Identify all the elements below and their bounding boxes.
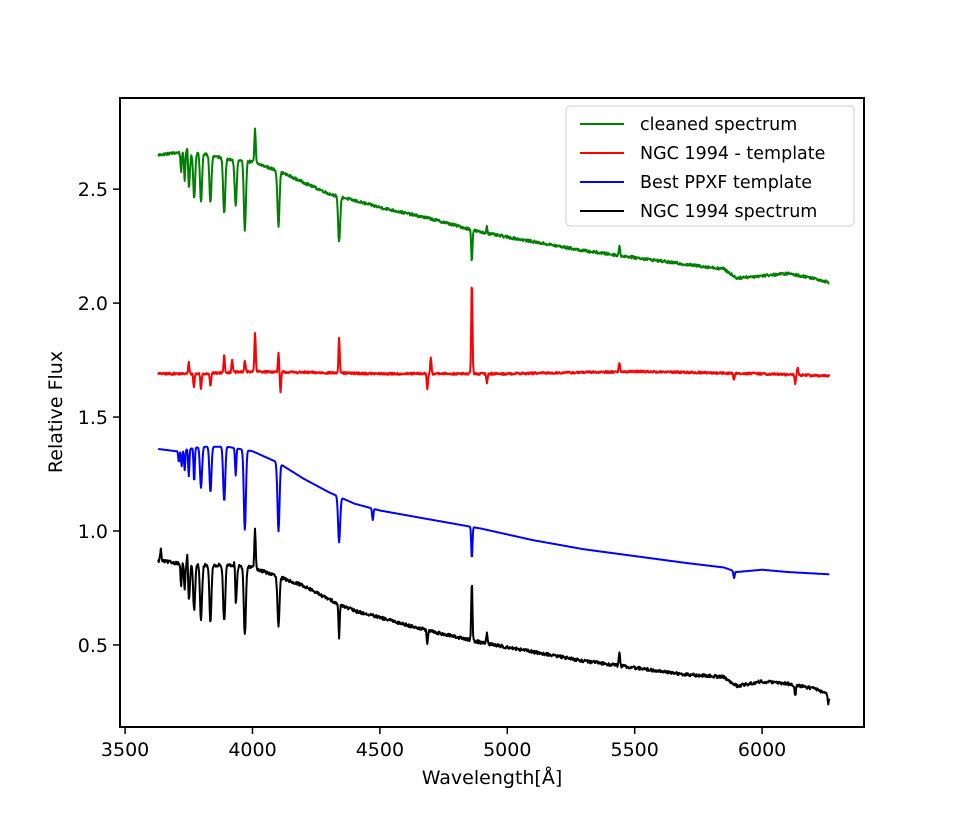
series-line-2 (157, 286, 831, 394)
series-line-1 (157, 127, 830, 285)
x-tick-label: 4000 (228, 739, 276, 761)
legend-entry: NGC 1994 - template (640, 144, 825, 164)
x-tick-label: 6000 (738, 739, 786, 761)
y-tick-label: 2.0 (78, 293, 108, 315)
legend-entry: Best PPXF template (640, 173, 812, 193)
y-axis-ticks: 0.5 1.0 1.5 2.0 2.5 (78, 179, 120, 657)
series-layer (157, 127, 831, 706)
y-axis-label: Relative Flux (45, 351, 67, 473)
x-tick-label: 4500 (356, 739, 404, 761)
legend-entry: cleaned spectrum (640, 115, 797, 135)
plot-frame (119, 97, 865, 728)
x-axis-ticks: 3500 4000 4500 5000 5500 6000 (101, 727, 786, 761)
y-tick-label: 0.5 (78, 635, 108, 657)
y-tick-label: 2.5 (78, 179, 108, 201)
x-tick-label: 5000 (483, 739, 531, 761)
series-line-3 (157, 445, 830, 579)
series-line-4 (157, 527, 831, 706)
x-axis-label: Wavelength[Å] (422, 766, 563, 789)
x-tick-label: 3500 (101, 739, 149, 761)
legend-box (565, 105, 855, 227)
y-tick-label: 1.0 (78, 521, 108, 543)
legend-entry: NGC 1994 spectrum (640, 202, 817, 222)
x-tick-label: 5500 (611, 739, 659, 761)
legend: cleaned spectrum NGC 1994 - template Best … (565, 105, 855, 227)
y-tick-label: 1.5 (78, 407, 108, 429)
